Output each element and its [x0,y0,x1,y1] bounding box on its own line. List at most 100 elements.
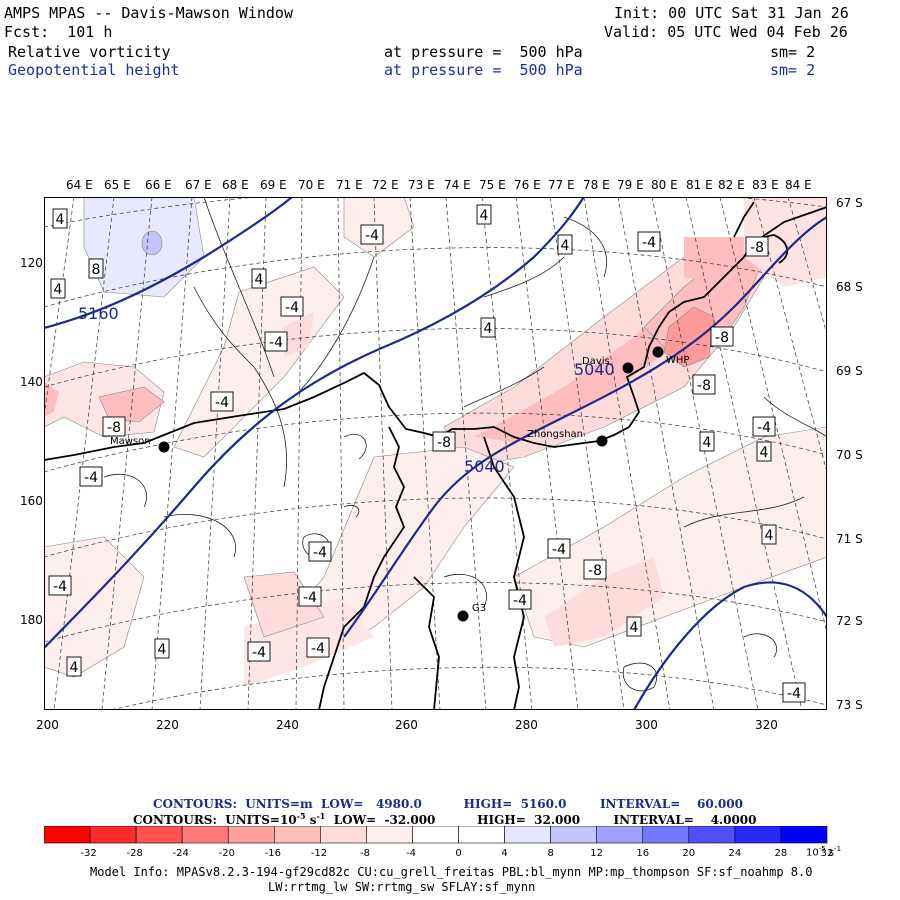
vorticity-label-box [308,541,332,562]
lon-label: 72 E [372,178,399,192]
station-mawson-marker [158,441,170,453]
vorticity-label: -4 [513,593,527,609]
color-bar-label: 16 [636,848,650,859]
cb-unit-exp2: -1 [834,845,842,853]
vorticity-label: 4 [70,660,79,676]
vorticity-label-box [210,391,234,412]
field2-level: at pressure = 500 hPa [384,61,583,79]
vorticity-labels: 4 8 4 4 -4 -4 -4 -4 -8 -4 4 4 4 -4 -8 -8 -8 -4 4 4 4 -8 -4 -8 -4… [48,204,806,703]
init-time: Init: 00 UTC Sat 31 Jan 26 [614,4,849,22]
vorticity-label-box [154,638,170,659]
vorticity-label: -4 [787,686,801,702]
vorticity-label: 4 [158,642,167,658]
vorticity-label-box [48,575,72,596]
color-bar-swatch [688,826,736,844]
station-whp-label: WHP [666,355,689,366]
vorticity-label-box [79,466,103,487]
x-tick: 220 [156,718,179,732]
vort-units-exp2: -1 [316,811,326,821]
geopotential-contours [44,197,827,710]
vorticity-label-box [557,234,573,255]
vorticity-label-box [88,258,104,279]
vort-units-s: s [305,813,317,827]
field1-smoothing: sm= 2 [770,43,816,61]
lat-label: 67 S [836,196,863,210]
vorticity-label-box [761,524,777,545]
color-bar-label: 28 [774,848,788,859]
vorticity-label: 4 [630,620,639,636]
vorticity-label-box [247,641,271,662]
color-bar-swatch [273,826,321,844]
color-bar-swatch [780,826,828,844]
field2-name: Geopotential height [8,61,180,79]
color-bar-label: -16 [264,848,282,859]
vorticity-label-box [756,441,772,462]
x-tick: 280 [515,718,538,732]
color-bar-label: -20 [218,848,235,859]
lon-label: 68 E [222,178,249,192]
station-markers [158,346,664,622]
lon-label: 65 E [104,178,131,192]
x-tick: 320 [755,718,778,732]
vorticity-label: -8 [750,240,764,256]
vorticity-label: -4 [303,590,317,606]
vorticity-label-box [692,374,716,395]
vort-range-info: LOW= -32.000 HIGH= 32.000 INTERVAL= 4.00… [325,813,757,827]
vorticity-label: -4 [84,470,98,486]
vorticity-label-box [626,616,642,637]
vorticity-label: 4 [56,212,65,228]
station-g3-marker [457,610,469,622]
lon-label: 82 E [718,178,745,192]
lon-label: 84 E [785,178,812,192]
vorticity-label: 8 [92,262,101,278]
height-contour-info: CONTOURS: UNITS=m LOW= 4980.0 HIGH= 5160… [153,797,743,811]
color-bar-swatch [227,826,275,844]
vorticity-label: -4 [757,420,771,436]
station-whp-marker [652,346,664,358]
vorticity-label-box [251,268,267,289]
color-bar-swatch [320,826,367,844]
lon-label: 79 E [617,178,644,192]
vorticity-label: -8 [437,435,451,451]
vorticity-label: -8 [715,330,729,346]
color-bar-swatch [734,826,782,844]
color-bar-swatch [596,826,644,844]
lon-label: 70 E [298,178,325,192]
station-g3-label: G3 [472,603,486,614]
x-tick: 240 [276,718,299,732]
vorticity-label-box [66,656,82,677]
color-bar-label: 32 [820,848,834,859]
field1-name: Relative vorticity [8,43,171,61]
vorticity-label: -8 [697,378,711,394]
x-tick: 300 [635,718,658,732]
vorticity-label: -4 [552,542,566,558]
lon-label: 74 E [444,178,471,192]
station-zhongshan-marker [596,435,608,447]
color-bar-swatch [366,826,413,844]
lon-label: 69 E [260,178,287,192]
vorticity-label: 4 [561,238,570,254]
color-bar-swatch [89,826,137,844]
vorticity-label-box [547,538,571,559]
vorticity-label-box [699,431,715,452]
vorticity-label-box [710,326,734,347]
vorticity-label: -4 [313,545,327,561]
y-tick: 160 [20,494,43,508]
cb-unit-exp: -5 [818,845,826,853]
color-bar-swatch [504,826,551,844]
vorticity-label: -4 [252,645,266,661]
color-bar-unit: 10-5 s-1 [806,846,841,858]
model-info-line2: LW:rrtmg_lw SW:rrtmg_sw SFLAY:sf_mynn [268,880,536,894]
model-info-line1: Model Info: MPASv8.2.3-194-gf29cd82c CU:… [90,865,813,879]
vorticity-label-box [476,204,492,225]
vorticity-label: -4 [215,395,229,411]
vorticity-contours [103,197,827,692]
color-bar-label: 12 [590,848,604,859]
color-bar-label: 8 [547,848,554,859]
station-davis-marker [622,362,634,374]
vorticity-label-box [264,331,288,352]
color-bar-label: 4 [501,848,508,859]
color-bar-swatch [135,826,183,844]
vorticity-label: -4 [285,300,299,316]
color-bar-label: 0 [455,848,462,859]
